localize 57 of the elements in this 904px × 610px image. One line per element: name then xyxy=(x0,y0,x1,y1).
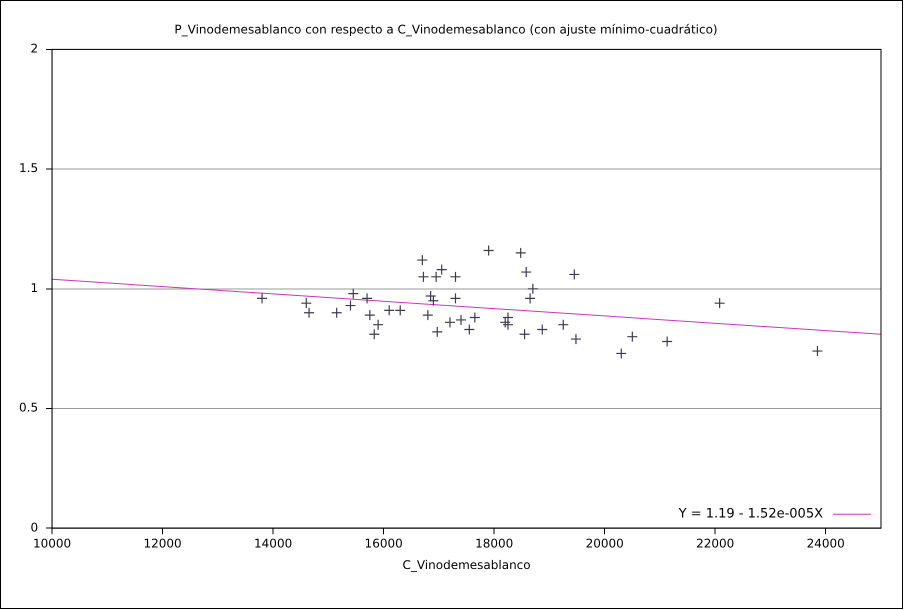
point xyxy=(524,292,536,304)
point xyxy=(520,266,532,278)
point xyxy=(344,300,356,312)
point xyxy=(372,319,384,330)
x-tick-label: 14000 xyxy=(254,536,292,551)
x-axis-title: C_Vinodemesablanco xyxy=(402,558,531,572)
point xyxy=(384,304,395,316)
point xyxy=(331,307,342,318)
point xyxy=(444,316,456,328)
point xyxy=(536,324,548,336)
x-tick-label: 12000 xyxy=(144,536,182,551)
x-tick-label: 10000 xyxy=(32,536,72,551)
y-tick-label: 1 xyxy=(30,280,38,295)
point xyxy=(527,283,538,294)
point xyxy=(361,292,373,304)
point xyxy=(469,312,480,324)
y-tick-label: 2 xyxy=(30,42,38,56)
point xyxy=(500,316,511,328)
point xyxy=(570,333,582,345)
point xyxy=(714,298,726,309)
point xyxy=(450,271,462,282)
point xyxy=(303,307,315,318)
point xyxy=(430,271,442,282)
y-tick-label: 0 xyxy=(30,520,38,534)
point xyxy=(483,244,494,256)
x-tick-label: 24000 xyxy=(806,536,845,551)
point xyxy=(568,268,580,280)
point xyxy=(616,348,627,360)
point xyxy=(432,326,443,338)
point xyxy=(368,328,380,340)
x-tick-label: 18000 xyxy=(475,536,514,551)
point xyxy=(418,271,430,282)
point xyxy=(256,292,268,304)
point xyxy=(348,288,359,300)
point xyxy=(662,336,673,348)
point xyxy=(515,247,526,258)
x-tick-label: 22000 xyxy=(696,536,734,551)
y-tick-label: 0.5 xyxy=(18,400,38,415)
y-tick-label: 1.5 xyxy=(18,161,38,176)
chart-title: P_Vinodemesablanco con respecto a C_Vinodemesablanco (con ajuste mínimo-cuadrático) xyxy=(174,22,718,36)
point xyxy=(518,328,530,340)
x-tick-label: 20000 xyxy=(586,536,624,551)
point xyxy=(300,298,312,309)
point xyxy=(455,314,467,326)
point xyxy=(464,324,475,336)
point xyxy=(450,292,462,304)
point xyxy=(812,345,824,357)
point xyxy=(364,310,376,321)
x-tick-label: 16000 xyxy=(364,536,403,551)
point xyxy=(394,304,406,316)
legend-label: Y = 1.19 - 1.52e-005X xyxy=(678,506,824,522)
point xyxy=(502,319,514,330)
point xyxy=(422,310,434,321)
point xyxy=(626,331,638,342)
point xyxy=(416,254,428,266)
point xyxy=(558,319,569,330)
point xyxy=(436,264,448,276)
